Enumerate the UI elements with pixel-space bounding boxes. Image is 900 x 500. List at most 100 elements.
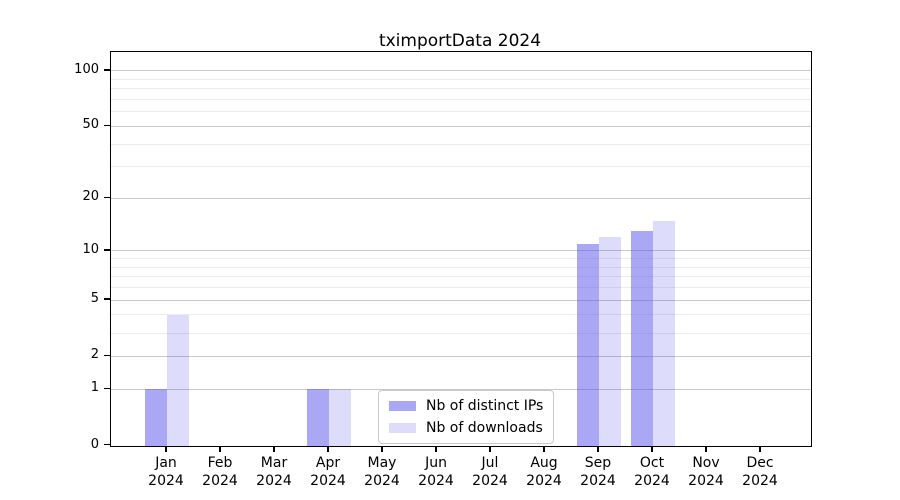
- x-tick-label-jul: Jul 2024: [458, 455, 522, 490]
- gridline-4: [111, 314, 811, 316]
- x-tick-label-apr: Apr 2024: [296, 455, 360, 490]
- y-tick-mark-100: [104, 69, 110, 71]
- x-tick-month: Jan: [155, 455, 177, 471]
- x-tick-year: 2024: [472, 472, 508, 489]
- x-tick-month: May: [367, 455, 397, 471]
- y-axis: 0 1 2 5 10 20 50 100: [0, 51, 110, 452]
- gridline-2: [111, 355, 811, 357]
- gridline-20: [111, 197, 811, 199]
- x-tick-mark-dec: [759, 446, 761, 452]
- bar-ips-oct: [631, 231, 653, 446]
- legend-item-distinct-ips: Nb of distinct IPs: [389, 398, 543, 414]
- gridline-7: [111, 276, 811, 278]
- gridline-40: [111, 143, 811, 145]
- x-tick-month: Aug: [530, 455, 558, 471]
- legend-item-downloads: Nb of downloads: [389, 420, 543, 436]
- legend: Nb of distinct IPs Nb of downloads: [378, 390, 555, 444]
- x-tick-mark-aug: [543, 446, 545, 452]
- y-tick-mark-0: [104, 443, 110, 446]
- y-tick-label-5: 5: [90, 291, 99, 307]
- x-tick-year: 2024: [256, 472, 292, 489]
- x-tick-mark-jul: [489, 446, 491, 452]
- bar-ips-sep: [577, 243, 599, 446]
- x-tick-year: 2024: [148, 472, 184, 489]
- gridline-3: [111, 332, 811, 334]
- x-tick-label-jun: Jun 2024: [404, 455, 468, 490]
- y-tick-label-50: 50: [82, 117, 99, 133]
- x-tick-mark-sep: [597, 446, 599, 452]
- bar-downloads-jan: [167, 314, 189, 446]
- x-tick-year: 2024: [742, 472, 778, 489]
- x-tick-label-nov: Nov 2024: [674, 455, 738, 490]
- gridline-1: [111, 388, 811, 390]
- x-tick-label-may: May 2024: [350, 455, 414, 490]
- x-tick-mark-apr: [327, 446, 329, 452]
- x-tick-year: 2024: [202, 472, 238, 489]
- gridline-100: [111, 70, 811, 72]
- gridline-8: [111, 266, 811, 268]
- x-tick-year: 2024: [634, 472, 670, 489]
- y-tick-mark-1: [104, 387, 110, 389]
- gridline-60: [111, 111, 811, 113]
- bar-downloads-apr: [329, 389, 351, 446]
- y-tick-label-100: 100: [74, 61, 99, 77]
- y-tick-label-0: 0: [90, 436, 99, 452]
- gridline-10: [111, 250, 811, 252]
- bar-ips-apr: [307, 389, 329, 446]
- x-tick-mark-oct: [651, 446, 653, 452]
- x-tick-label-oct: Oct 2024: [620, 455, 684, 490]
- x-tick-month: Nov: [692, 455, 720, 471]
- plot-area: Nb of distinct IPs Nb of downloads: [110, 51, 812, 447]
- x-axis: Jan 2024 Feb 2024 Mar 2024 Apr 2024 May 2024 Jun 20…: [110, 446, 810, 500]
- gridline-6: [111, 287, 811, 289]
- x-tick-month: Oct: [639, 455, 665, 471]
- x-tick-label-feb: Feb 2024: [188, 455, 252, 490]
- gridline-70: [111, 99, 811, 101]
- y-tick-mark-2: [104, 354, 110, 357]
- x-tick-year: 2024: [364, 472, 400, 489]
- legend-swatch-ips-icon: [389, 401, 416, 411]
- x-tick-month: Jul: [481, 455, 499, 471]
- gridline-90: [111, 78, 811, 80]
- x-tick-label-mar: Mar 2024: [242, 455, 306, 490]
- x-tick-mark-mar: [273, 446, 275, 452]
- gridline-80: [111, 88, 811, 90]
- chart-title: tximportData 2024: [378, 31, 542, 51]
- y-tick-label-2: 2: [90, 347, 99, 363]
- legend-swatch-downloads-icon: [389, 423, 416, 433]
- bar-ips-jan: [145, 389, 167, 446]
- x-tick-label-aug: Aug 2024: [512, 455, 576, 490]
- bar-downloads-oct: [653, 220, 675, 446]
- gridline-50: [111, 125, 811, 127]
- x-tick-label-sep: Sep 2024: [566, 455, 630, 490]
- x-tick-month: Feb: [207, 455, 233, 471]
- x-tick-month: Sep: [584, 455, 612, 471]
- x-tick-month: Mar: [260, 455, 288, 471]
- y-tick-mark-10: [104, 249, 110, 251]
- x-tick-label-jan: Jan 2024: [134, 455, 198, 490]
- x-tick-label-dec: Dec 2024: [728, 455, 792, 490]
- x-tick-mark-may: [381, 446, 383, 452]
- x-tick-year: 2024: [310, 472, 346, 489]
- y-tick-label-20: 20: [82, 189, 99, 205]
- x-tick-year: 2024: [580, 472, 616, 489]
- x-tick-month: Apr: [315, 455, 341, 471]
- y-tick-label-1: 1: [90, 380, 99, 396]
- x-tick-year: 2024: [418, 472, 454, 489]
- gridline-9: [111, 258, 811, 260]
- x-tick-mark-feb: [219, 446, 221, 452]
- legend-label-downloads: Nb of downloads: [426, 420, 543, 436]
- y-tick-label-10: 10: [82, 241, 99, 257]
- x-tick-year: 2024: [688, 472, 724, 489]
- legend-label-distinct-ips: Nb of distinct IPs: [426, 398, 544, 414]
- bar-downloads-sep: [599, 237, 621, 446]
- y-tick-mark-5: [104, 298, 110, 300]
- gridline-30: [111, 166, 811, 168]
- y-tick-mark-20: [104, 196, 110, 199]
- x-tick-mark-jun: [435, 446, 437, 452]
- gridline-5: [111, 299, 811, 301]
- x-tick-month: Dec: [746, 455, 774, 471]
- y-tick-mark-50: [104, 124, 110, 127]
- x-tick-year: 2024: [526, 472, 562, 489]
